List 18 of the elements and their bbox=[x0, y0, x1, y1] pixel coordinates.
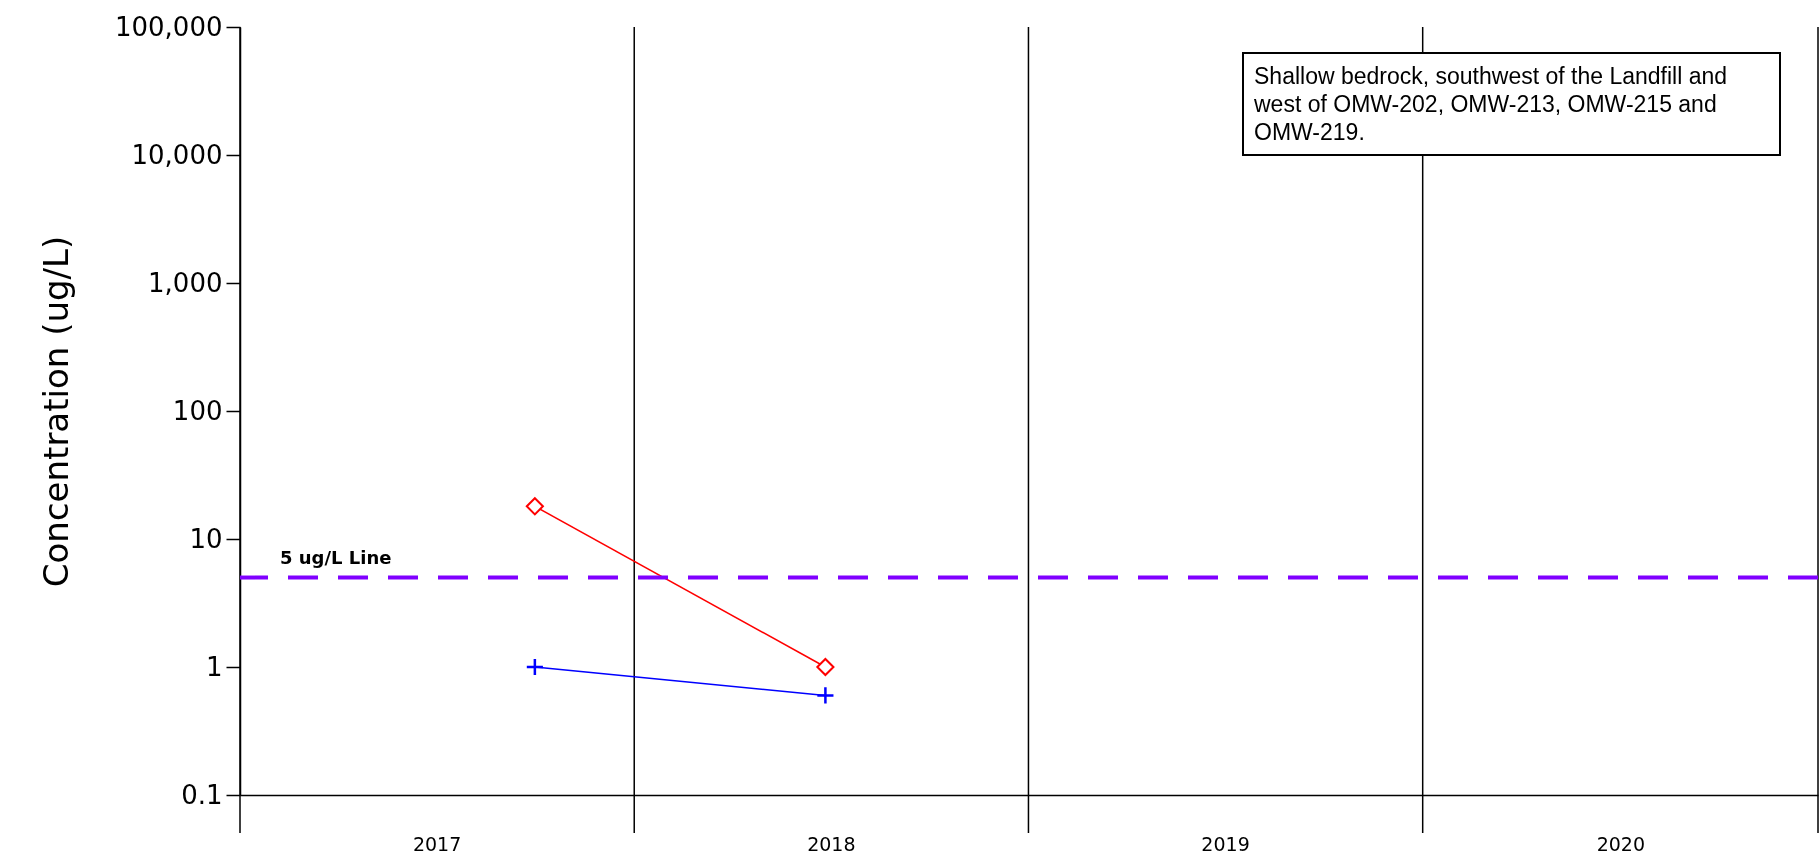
point bbox=[525, 657, 545, 677]
point bbox=[816, 657, 835, 677]
x-tick-label: 2018 bbox=[807, 832, 856, 855]
ref-line-label: 5 ug/L Line bbox=[280, 546, 392, 568]
y-tick-label: 0.1 bbox=[181, 779, 223, 810]
y-tick-label: 100,000 bbox=[114, 11, 223, 42]
y-tick-label: 10 bbox=[189, 523, 223, 554]
annotation: Shallow bedrock, southwest of the Landfill and west of OMW-202, OMW-213, OMW-215 and OMW-219. bbox=[1242, 52, 1781, 156]
y-tick-label: 1 bbox=[205, 651, 223, 682]
y-tick-label: 100 bbox=[172, 395, 223, 426]
point bbox=[816, 686, 835, 705]
x-tick-label: 2020 bbox=[1596, 832, 1646, 855]
point bbox=[525, 497, 544, 516]
x-tick-label: 2017 bbox=[412, 832, 462, 855]
x-tick-label: 2019 bbox=[1201, 832, 1250, 855]
y-tick-label: 10,000 bbox=[131, 139, 223, 170]
y-axis-title: Concentration (ug/L) bbox=[35, 235, 76, 588]
y-tick-label: 1,000 bbox=[148, 267, 223, 298]
